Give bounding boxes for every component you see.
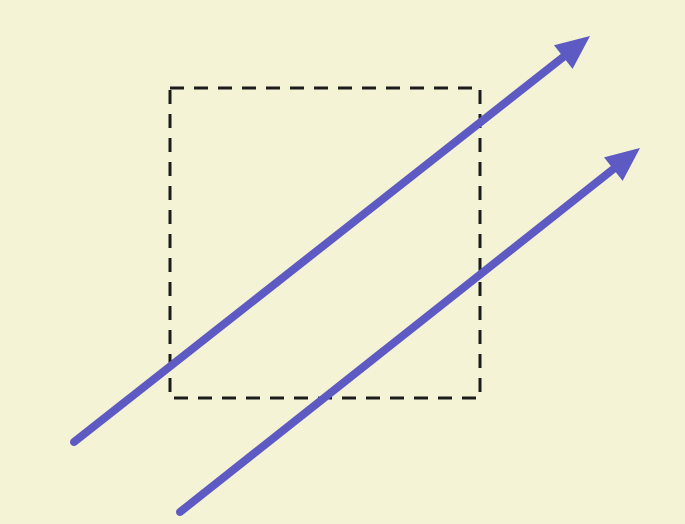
diagram-canvas bbox=[0, 0, 685, 524]
background bbox=[0, 0, 685, 524]
